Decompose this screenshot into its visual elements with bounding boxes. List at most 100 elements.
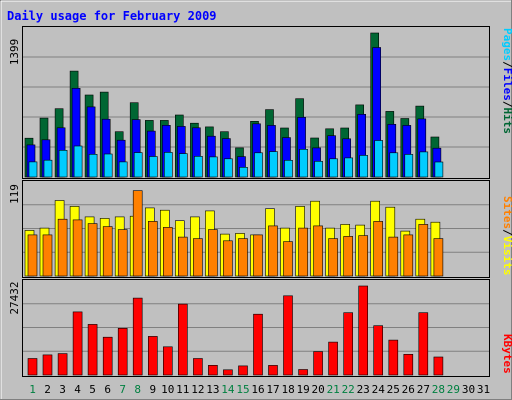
pages-bar <box>43 159 53 178</box>
kbytes-bar <box>132 297 143 376</box>
pages-bar <box>58 150 68 178</box>
pages-bar <box>299 149 308 178</box>
pages-bar <box>118 161 128 178</box>
sites-bar <box>117 229 128 277</box>
legend-bottom: KBytes <box>501 334 512 374</box>
sites-bar <box>373 221 384 277</box>
sites-bar <box>268 225 278 277</box>
y-max-label-middle: 119 <box>8 184 21 204</box>
pages-bar <box>239 167 248 178</box>
legend-kbytes: KBytes <box>501 334 512 374</box>
pages-bar <box>374 140 384 178</box>
legend-top: Pages/Files/Hits <box>501 28 512 134</box>
kbytes-bar <box>208 364 218 376</box>
sites-bar <box>163 227 173 277</box>
sites-bar <box>343 236 354 277</box>
sites-bar <box>433 238 444 277</box>
kbytes-bar <box>343 312 354 376</box>
y-max-label-bottom: 27432 <box>8 281 21 314</box>
sites-bar <box>57 218 68 277</box>
x-tick-label: 12 <box>191 383 204 396</box>
x-tick-label: 7 <box>119 383 126 396</box>
pages-bar <box>103 153 113 178</box>
legend-hits: Hits <box>501 108 512 135</box>
sites-bar <box>388 236 399 277</box>
x-tick-label: 6 <box>104 383 111 396</box>
kbytes-bar <box>418 312 429 376</box>
kbytes-bar <box>72 311 83 376</box>
legend-visits: Visits <box>501 236 512 276</box>
pages-bar <box>359 155 369 178</box>
kbytes-bar <box>193 358 203 376</box>
sites-bar <box>298 227 308 277</box>
sites-bar <box>313 225 323 277</box>
x-tick-label: 19 <box>296 383 309 396</box>
sites-bar <box>283 241 293 277</box>
x-tick-label: 27 <box>417 383 430 396</box>
kbytes-bar <box>283 295 293 376</box>
kbytes-bar <box>433 356 444 376</box>
legend-files: Files <box>501 68 512 101</box>
pages-bar <box>88 154 98 178</box>
kbytes-bar <box>388 339 399 376</box>
sites-bar <box>328 238 338 277</box>
kbytes-bar <box>117 327 128 376</box>
sites-bar <box>418 224 429 277</box>
kbytes-bar <box>57 353 68 376</box>
kbytes-bar <box>148 336 158 376</box>
x-tick-label: 16 <box>251 383 264 396</box>
kbytes-bar <box>358 285 369 376</box>
pages-bar <box>164 152 173 178</box>
x-tick-label: 13 <box>206 383 219 396</box>
x-tick-label: 1 <box>29 383 36 396</box>
x-tick-label: 29 <box>447 383 460 396</box>
x-tick-label: 26 <box>402 383 415 396</box>
sites-bar <box>238 238 248 277</box>
kbytes-bar <box>223 369 233 376</box>
x-tick-label: 22 <box>342 383 355 396</box>
x-tick-label: 20 <box>311 383 324 396</box>
y-max-label-top: 1399 <box>8 39 21 66</box>
sites-bar <box>193 238 203 277</box>
x-tick-label: 25 <box>387 383 400 396</box>
sites-bar <box>72 219 83 277</box>
pages-bar <box>133 152 143 178</box>
kbytes-bar <box>253 313 263 376</box>
x-tick-label: 14 <box>221 383 235 396</box>
legend-middle: Sites/Visits <box>501 196 512 276</box>
pages-bar <box>209 156 218 178</box>
chart-title: Daily usage for February 2009 <box>7 9 217 23</box>
sites-bar <box>403 234 414 277</box>
sites-bar <box>87 223 98 277</box>
x-tick-label: 31 <box>477 383 490 396</box>
x-tick-label: 4 <box>74 383 81 396</box>
sites-bar <box>27 234 38 277</box>
kbytes-bar <box>42 354 53 376</box>
pages-bar <box>194 156 203 178</box>
x-tick-label: 9 <box>149 383 156 396</box>
pages-bar <box>224 158 233 178</box>
bars <box>24 32 444 376</box>
kbytes-bar <box>87 324 98 376</box>
x-tick-label: 5 <box>89 383 96 396</box>
pages-bar <box>329 158 338 178</box>
pages-bar <box>344 157 354 178</box>
x-tick-label: 18 <box>281 383 294 396</box>
pages-bar <box>419 151 429 178</box>
sites-bar <box>132 190 143 277</box>
x-tick-label: 2 <box>44 383 51 396</box>
pages-bar <box>73 145 83 178</box>
legend-sep-1: / <box>501 61 512 68</box>
x-tick-label: 23 <box>357 383 370 396</box>
x-tick-label: 30 <box>462 383 475 396</box>
sites-bar <box>223 240 233 277</box>
sites-bar <box>42 234 53 277</box>
x-tick-label: 10 <box>161 383 174 396</box>
x-tick-label: 28 <box>432 383 445 396</box>
kbytes-bar <box>178 303 188 376</box>
pages-bar <box>179 153 188 178</box>
legend-pages: Pages <box>501 28 512 61</box>
kbytes-bar <box>268 365 278 376</box>
x-tick-label: 15 <box>236 383 249 396</box>
sites-bar <box>253 234 263 277</box>
